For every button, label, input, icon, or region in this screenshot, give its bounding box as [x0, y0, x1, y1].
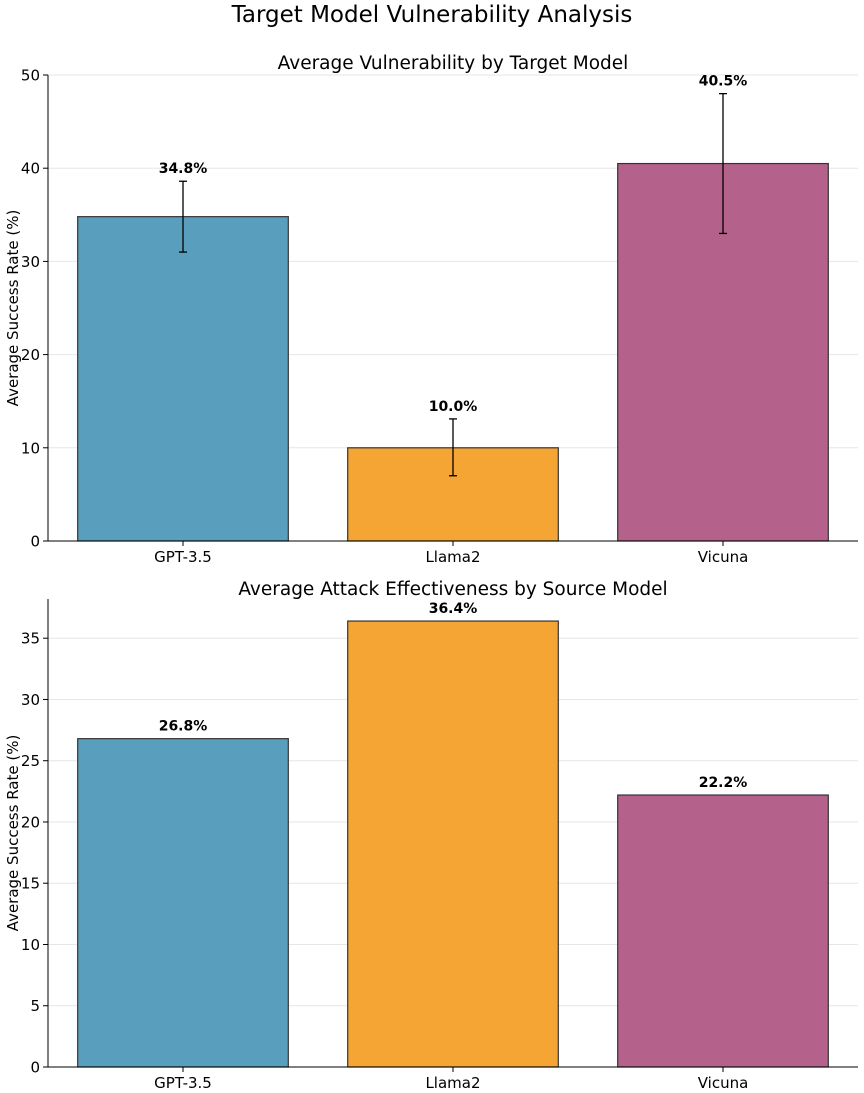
y-tick-label: 35	[21, 630, 40, 648]
x-tick-label: Vicuna	[698, 548, 749, 566]
y-axis-label: Average Success Rate (%)	[4, 735, 22, 932]
y-tick-label: 10	[21, 936, 40, 954]
value-label: 22.2%	[699, 775, 748, 791]
y-tick-label: 20	[21, 813, 40, 831]
y-tick-label: 30	[21, 691, 40, 709]
value-label: 26.8%	[159, 719, 208, 735]
x-tick-label: GPT-3.5	[154, 1074, 212, 1092]
bar-vicuna	[617, 794, 829, 1068]
y-tick-label: 5	[30, 997, 40, 1015]
x-tick-label: GPT-3.5	[154, 548, 212, 566]
y-tick-label: 20	[21, 346, 40, 364]
y-tick-label: 10	[21, 439, 40, 457]
subplot-title: Average Vulnerability by Target Model	[278, 53, 629, 74]
bar-llama2	[347, 620, 559, 1068]
value-label: 36.4%	[429, 601, 478, 617]
figure-title: Target Model Vulnerability Analysis	[231, 2, 633, 28]
y-tick-label: 15	[21, 875, 40, 893]
subplot-title: Average Attack Effectiveness by Source M…	[238, 579, 667, 600]
value-label: 10.0%	[429, 399, 478, 415]
y-tick-label: 50	[21, 67, 40, 85]
y-tick-label: 0	[30, 533, 40, 551]
y-tick-label: 25	[21, 752, 40, 770]
x-tick-label: Llama2	[425, 1074, 480, 1092]
y-tick-label: 30	[21, 253, 40, 271]
bar-gpt-3-5	[77, 216, 289, 542]
bar-gpt-3-5	[77, 738, 289, 1068]
x-tick-label: Vicuna	[698, 1074, 749, 1092]
value-label: 40.5%	[699, 74, 748, 90]
y-axis-label: Average Success Rate (%)	[4, 210, 22, 407]
y-tick-label: 0	[30, 1059, 40, 1077]
x-tick-label: Llama2	[425, 548, 480, 566]
y-tick-label: 40	[21, 160, 40, 178]
value-label: 34.8%	[159, 161, 208, 177]
